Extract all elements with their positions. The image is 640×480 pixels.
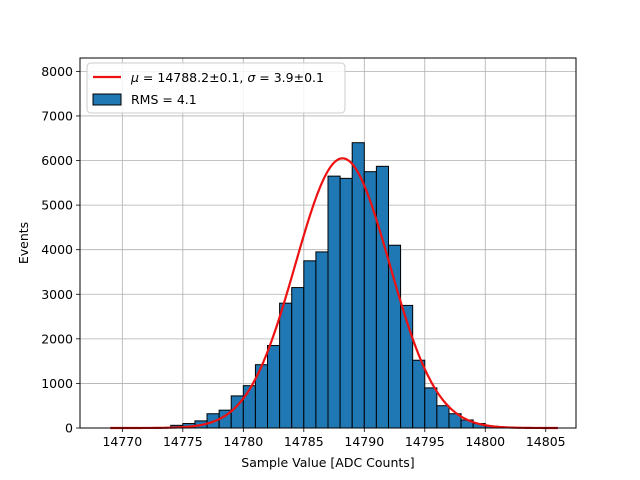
histogram-bar — [315, 251, 329, 429]
x-tick-label: 14795 — [405, 434, 445, 449]
legend-box — [86, 62, 346, 114]
histogram-bar — [412, 359, 426, 429]
histogram-bar — [436, 405, 450, 429]
histogram-bar — [424, 387, 438, 429]
histogram-bar — [291, 287, 305, 429]
fit-curve-group — [110, 157, 558, 430]
gaussian-fit-curve — [110, 157, 558, 430]
x-tick-label: 14800 — [465, 434, 505, 449]
legend-mu-symbol: μ — [130, 70, 139, 85]
histogram-bar — [303, 260, 317, 429]
x-tick-label: 14790 — [344, 434, 384, 449]
histogram-bar — [363, 171, 377, 429]
x-tick-label: 14805 — [526, 434, 566, 449]
histogram-bar — [267, 345, 281, 429]
y-tick-label: 7000 — [41, 108, 73, 123]
histogram-bar — [242, 385, 256, 429]
legend-mu-text: = 14788.2±0.1, — [139, 70, 247, 85]
histogram-bar — [339, 177, 353, 429]
legend-histogram-label: RMS = 4.1 — [131, 92, 197, 107]
legend-histogram-swatch — [92, 93, 122, 106]
x-axis-ticks: 14770 14775 14780 14785 14790 14795 14800 14805 — [102, 428, 566, 449]
y-tick-label: 3000 — [41, 287, 73, 302]
legend-fit-label: μ = 14788.2±0.1, σ = 3.9±0.1 — [130, 70, 324, 85]
histogram-bar — [375, 165, 389, 429]
legend: μ = 14788.2±0.1, σ = 3.9±0.1 RMS = 4.1 — [86, 62, 346, 114]
x-tick-label: 14775 — [163, 434, 203, 449]
plot-area-frame — [79, 57, 577, 429]
y-axis-label: Events — [16, 222, 31, 264]
legend-sigma-symbol: σ — [247, 70, 256, 85]
x-tick-label: 14785 — [284, 434, 324, 449]
y-tick-label: 1000 — [41, 376, 73, 391]
y-tick-label: 8000 — [41, 64, 73, 79]
histogram-bar — [387, 244, 402, 429]
histogram-bar — [351, 142, 365, 429]
y-tick-label: 5000 — [41, 198, 73, 213]
y-tick-label: 0 — [65, 421, 73, 436]
legend-sigma-text: = 3.9±0.1 — [255, 70, 324, 85]
x-axis-label: Sample Value [ADC Counts] — [241, 455, 414, 470]
x-tick-label: 14770 — [102, 434, 142, 449]
histogram-bar — [327, 175, 341, 429]
x-tick-label: 14780 — [223, 434, 263, 449]
histogram-bar — [279, 302, 293, 429]
y-tick-label: 2000 — [41, 331, 73, 346]
y-axis-ticks: 0 1000 2000 3000 4000 5000 6000 7000 8000 — [41, 64, 80, 436]
y-tick-label: 6000 — [41, 153, 73, 168]
y-tick-label: 4000 — [41, 242, 73, 257]
